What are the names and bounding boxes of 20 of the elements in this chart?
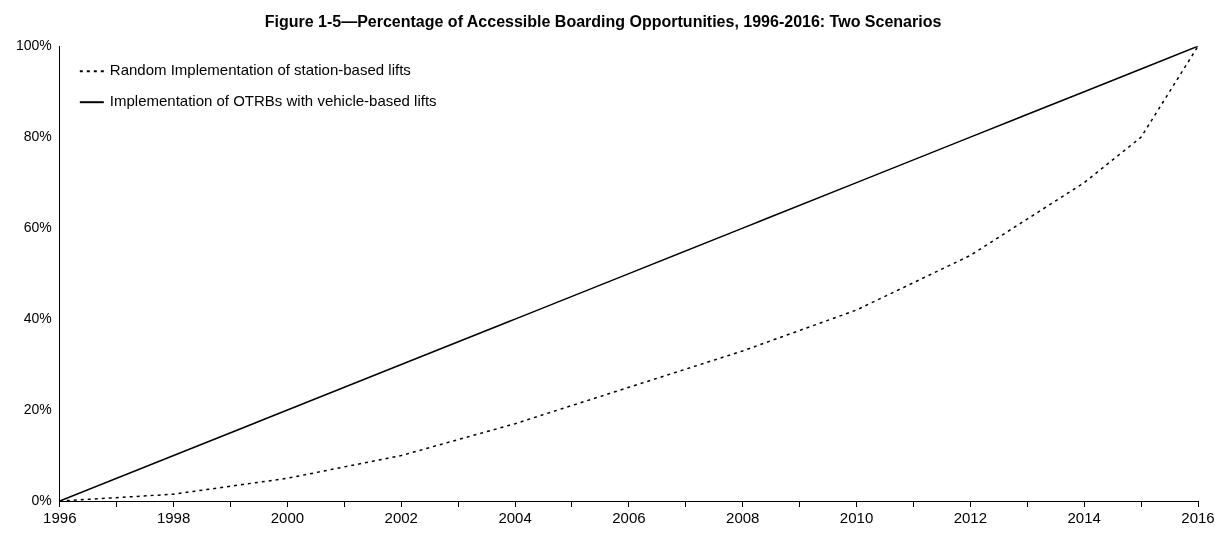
chart-title: Figure 1-5—Percentage of Accessible Boarding Opportunities, 1996-2016: Two Scenarios	[264, 13, 942, 31]
x-tick-label: 1996	[43, 509, 77, 527]
y-tick-label: 40%	[23, 309, 52, 326]
x-tick-label: 2014	[1067, 509, 1101, 527]
y-tick-label: 20%	[23, 400, 52, 417]
y-tick-label: 0%	[31, 491, 52, 508]
x-tick-label: 1998	[156, 509, 191, 527]
x-tick-label: 2002	[384, 509, 418, 527]
y-tick-label: 60%	[23, 218, 52, 235]
x-tick-label: 2012	[953, 509, 988, 527]
x-tick-label: 2006	[612, 509, 646, 527]
x-tick-label: 2004	[498, 509, 532, 527]
y-tick-label: 80%	[23, 128, 52, 145]
x-tick-label: 2008	[726, 509, 760, 527]
x-tick-label: 2016	[1181, 509, 1215, 527]
x-tick-label: 2000	[270, 509, 305, 527]
legend-label: Random Implementation of station-based lifts	[109, 61, 411, 79]
x-tick-label: 2010	[839, 509, 874, 527]
legend-label: Implementation of OTRBs with vehicle-based lifts	[109, 92, 437, 110]
y-tick-label: 100%	[15, 37, 52, 54]
